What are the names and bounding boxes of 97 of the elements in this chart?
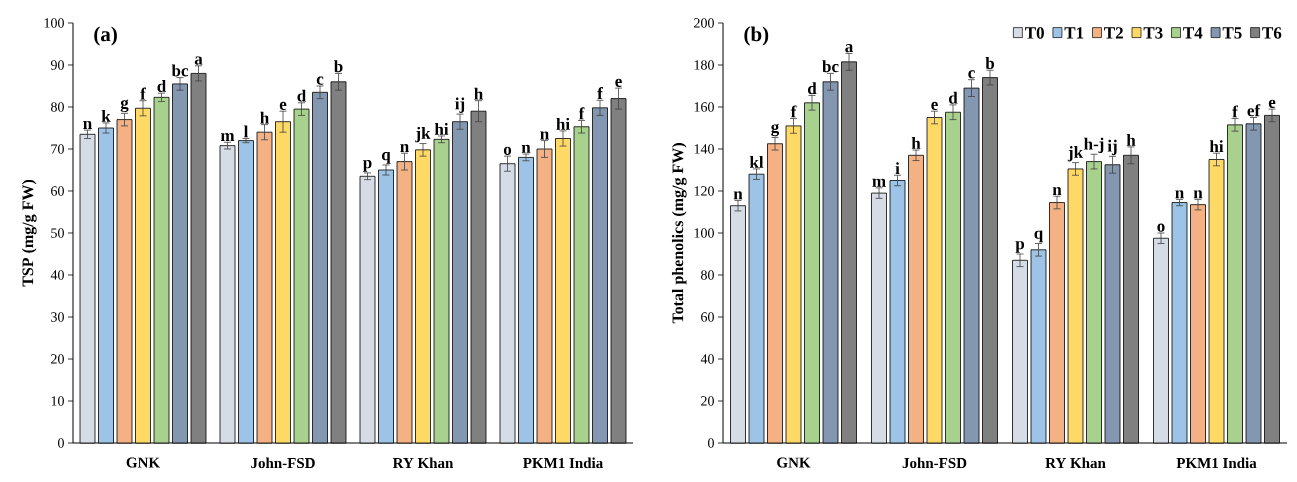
data-label: i: [895, 162, 900, 175]
data-label: n: [1193, 190, 1203, 199]
x-tick-label: RY Khan: [392, 457, 454, 469]
y-tick-label: 50: [51, 228, 64, 238]
data-label: hi: [556, 117, 570, 130]
y-tick-label: 90: [50, 60, 64, 70]
legend-label: T3: [1143, 27, 1163, 39]
y-tick-label: 180: [694, 60, 714, 70]
data-label: h: [1126, 133, 1136, 146]
x-tick-label: John-FSD: [902, 457, 967, 469]
data-label: h: [474, 87, 483, 100]
data-label: kl: [749, 155, 764, 168]
data-label: d: [157, 79, 167, 92]
data-label: d: [807, 82, 817, 95]
y-tick-label: 60: [701, 312, 714, 322]
y-tick-label: 70: [51, 144, 64, 154]
data-label: hi: [1209, 140, 1224, 152]
legend-label: T1: [1064, 27, 1084, 39]
y-tick-label: 60: [51, 186, 64, 196]
annotation: (a): [94, 26, 117, 46]
data-label: d: [948, 91, 958, 104]
data-label: f: [578, 107, 585, 120]
y-tick-label: 20: [701, 396, 714, 406]
data-label: f: [597, 87, 604, 100]
data-label: m: [220, 133, 235, 142]
data-label: e: [1268, 99, 1276, 108]
data-label: h: [260, 111, 269, 124]
y-tick-label: 200: [694, 18, 714, 28]
data-label: n: [540, 131, 549, 140]
data-label: o: [1157, 223, 1165, 232]
data-label: g: [771, 123, 780, 137]
data-label: q: [381, 151, 391, 164]
data-label: ij: [455, 97, 465, 113]
y-axis-title: Total phenolics (mg/g FW): [671, 143, 687, 324]
data-label: e: [931, 101, 938, 110]
y-tick-label: 40: [700, 354, 714, 364]
legend-label: T5: [1222, 27, 1242, 39]
data-label: bc: [822, 60, 839, 73]
y-tick-label: 30: [51, 312, 64, 322]
x-tick-label: PKM1 India: [1176, 457, 1257, 469]
data-label: l: [243, 125, 249, 138]
data-label: p: [1015, 241, 1025, 253]
y-tick-label: 160: [694, 102, 714, 112]
y-tick-label: 0: [58, 438, 64, 448]
x-tick-label: PKM1 India: [523, 457, 603, 469]
data-label: h: [911, 137, 921, 149]
x-tick-label: RY Khan: [1045, 457, 1106, 469]
data-label: n: [733, 191, 743, 200]
data-label: n: [1052, 187, 1062, 196]
data-label: h-j: [1084, 137, 1104, 154]
y-tick-label: 120: [694, 186, 714, 196]
x-tick-label: GNK: [777, 457, 811, 468]
data-label: b: [334, 60, 343, 73]
y-tick-label: 100: [44, 18, 64, 28]
data-label: n: [1175, 190, 1184, 199]
annotation: (b): [744, 26, 769, 46]
data-label: k: [101, 109, 111, 122]
data-label: c: [968, 70, 975, 79]
data-label: d: [297, 89, 307, 102]
data-label: ij: [1107, 139, 1117, 156]
y-tick-label: 0: [708, 438, 714, 448]
legend-label: T4: [1183, 27, 1203, 39]
data-label: a: [194, 56, 203, 65]
data-label: p: [363, 160, 372, 172]
x-tick-label: GNK: [126, 457, 160, 468]
y-tick-label: 80: [701, 270, 714, 280]
data-label: ef: [1247, 104, 1261, 117]
data-label: hi: [434, 122, 449, 135]
data-label: n: [400, 143, 409, 152]
data-label: o: [503, 146, 512, 155]
legend-label: T2: [1104, 27, 1123, 39]
data-label: f: [790, 105, 797, 118]
y-axis-title: TSP (mg/g FW): [21, 179, 37, 287]
data-label: b: [985, 57, 995, 70]
y-tick-label: 100: [694, 228, 714, 238]
legend-label: T6: [1262, 27, 1282, 39]
legend-label: T0: [1025, 27, 1044, 39]
y-tick-label: 20: [51, 354, 64, 364]
y-tick-label: 40: [50, 270, 64, 280]
data-label: c: [316, 76, 324, 85]
x-tick-label: John-FSD: [251, 457, 315, 469]
data-label: f: [1232, 105, 1239, 118]
data-label: bc: [171, 64, 189, 77]
y-tick-label: 10: [51, 396, 64, 406]
y-tick-label: 80: [51, 102, 64, 112]
y-tick-label: 140: [694, 144, 714, 154]
data-label: e: [279, 101, 287, 110]
data-label: n: [521, 144, 531, 153]
data-label: f: [140, 87, 147, 100]
data-label: jk: [415, 126, 431, 143]
data-label: m: [872, 178, 886, 187]
data-label: q: [1034, 230, 1044, 243]
data-label: n: [83, 120, 92, 129]
data-label: jk: [1067, 146, 1084, 162]
data-label: e: [615, 78, 622, 87]
data-label: g: [120, 99, 129, 113]
data-label: a: [845, 44, 854, 53]
